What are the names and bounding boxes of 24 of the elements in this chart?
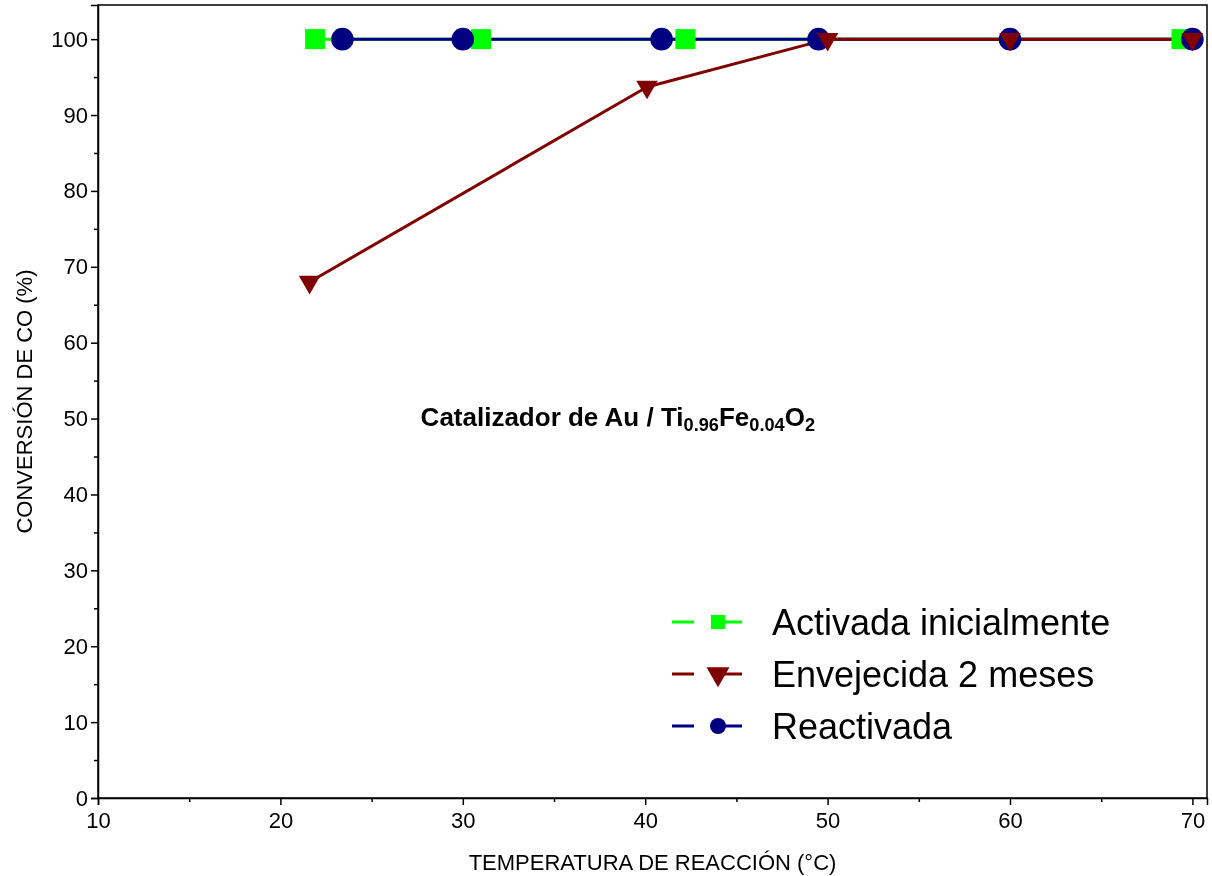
x-tick-label: 30 xyxy=(451,807,476,833)
annotation: Catalizador de Au / Ti$_{0.96}$Fe$_{0.04}$O$_{2}$ xyxy=(420,402,816,436)
y-tick-label: 0 xyxy=(75,785,88,811)
y-tick-label: 30 xyxy=(63,557,88,583)
x-tick-label: 40 xyxy=(633,807,658,833)
y-tick-label: 60 xyxy=(63,330,88,356)
x-tick-label: 10 xyxy=(86,807,111,833)
y-tick-label: 50 xyxy=(63,406,88,432)
legend-label: Reactivada xyxy=(772,705,954,747)
y-tick-label: 100 xyxy=(51,26,88,52)
x-tick-label: 20 xyxy=(268,807,294,833)
y-tick-label: 20 xyxy=(63,633,88,659)
legend-label: Activada inicialmente xyxy=(772,601,1111,643)
x-axis-title: TEMPERATURA DE REACCIÓN (°C) xyxy=(468,850,837,875)
y-tick-label: 40 xyxy=(63,482,88,507)
x-tick-label: 50 xyxy=(815,807,841,833)
x-tick-label: 70 xyxy=(1180,807,1206,833)
x-tick-label: 60 xyxy=(998,807,1023,833)
y-tick-label: 70 xyxy=(63,254,88,280)
y-tick-label: 10 xyxy=(63,709,88,735)
y-tick-label: 80 xyxy=(63,178,88,204)
y-axis-title: CONVERSIÓN DE CO (%) xyxy=(12,269,37,534)
y-tick-label: 90 xyxy=(63,102,88,128)
legend-label: Envejecida 2 meses xyxy=(772,653,1095,695)
